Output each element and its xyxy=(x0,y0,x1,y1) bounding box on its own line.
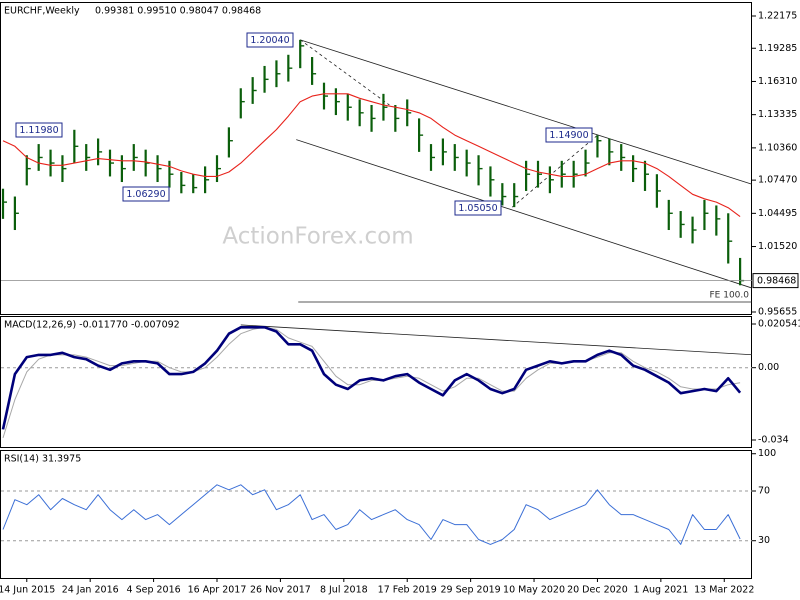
y-tick-label: 100 xyxy=(758,448,776,459)
y-tick-label: 1.16310 xyxy=(758,76,797,87)
fe-label: FE 100.0 xyxy=(710,291,750,301)
y-tick-label: 1.13335 xyxy=(758,109,797,120)
x-tick-label: 10 May 2020 xyxy=(503,585,565,596)
trendline xyxy=(511,134,598,208)
x-tick-label: 14 Jun 2015 xyxy=(0,585,55,596)
x-tick-label: 17 Feb 2019 xyxy=(378,585,437,596)
trendline xyxy=(299,39,390,106)
annotation-box xyxy=(454,200,502,216)
panel-title: RSI(14) 31.3975 xyxy=(4,454,81,465)
x-tick-label: 13 Mar 2022 xyxy=(694,585,754,596)
y-tick-label: 0.95655 xyxy=(758,307,797,318)
y-tick-label: 30 xyxy=(758,535,770,546)
trendline xyxy=(296,139,753,289)
y-tick-label: -0.034 xyxy=(758,435,789,446)
price-panel xyxy=(0,2,752,315)
indicator-line xyxy=(1,326,742,430)
y-tick-label: 0.020541 xyxy=(758,319,800,330)
x-tick-label: 29 Sep 2019 xyxy=(441,585,501,596)
macd-panel xyxy=(0,316,752,448)
x-tick-label: 16 Apr 2017 xyxy=(188,585,247,596)
x-tick-label: 24 Jan 2016 xyxy=(62,585,119,596)
annotation: 1.05050 xyxy=(458,203,497,214)
ohlc-values: 0.99381 0.99510 0.98047 0.98468 xyxy=(95,6,261,17)
y-tick-label: 70 xyxy=(758,486,770,497)
panel-title: MACD(12,26,9) -0.011770 -0.007092 xyxy=(4,320,180,331)
annotation: 1.11980 xyxy=(19,125,58,136)
y-tick-label: 1.04495 xyxy=(758,208,797,219)
y-tick-label: 0.00 xyxy=(758,362,779,373)
annotation-box xyxy=(246,32,294,48)
trendline xyxy=(240,324,753,356)
rsi-line xyxy=(2,484,741,545)
plot-layer: EURCHF,Weekly 1.22175 1.19285 1.16310 1.1333… xyxy=(0,6,800,596)
current-price-box xyxy=(752,273,799,289)
annotation-box xyxy=(15,122,63,138)
y-tick-label: 1.01520 xyxy=(758,241,797,252)
x-tick-label: 1 Aug 2021 xyxy=(633,585,688,596)
panel-title: EURCHF,Weekly xyxy=(4,6,80,17)
x-tick-label: 20 Dec 2020 xyxy=(567,585,628,596)
y-tick-label: 1.07470 xyxy=(758,175,797,186)
annotation: 1.14900 xyxy=(549,130,588,141)
trendline xyxy=(300,39,753,185)
x-tick-label: 26 Nov 2017 xyxy=(250,585,311,596)
y-tick-label: 1.10360 xyxy=(758,142,797,153)
watermark: ActionForex.com xyxy=(222,224,413,250)
x-tick-label: 8 Jul 2018 xyxy=(320,585,368,596)
annotation-box xyxy=(545,127,593,143)
annotation-box xyxy=(122,186,170,202)
y-tick-label: 1.19285 xyxy=(758,43,797,54)
moving-average xyxy=(2,93,741,218)
x-tick-label: 4 Sep 2016 xyxy=(127,585,181,596)
y-tick-label: 1.22175 xyxy=(758,10,797,21)
annotation: 1.20040 xyxy=(250,35,289,46)
annotation: 1.06290 xyxy=(126,189,165,200)
rsi-panel xyxy=(0,450,752,579)
current-price-label: 0.98468 xyxy=(757,276,796,287)
